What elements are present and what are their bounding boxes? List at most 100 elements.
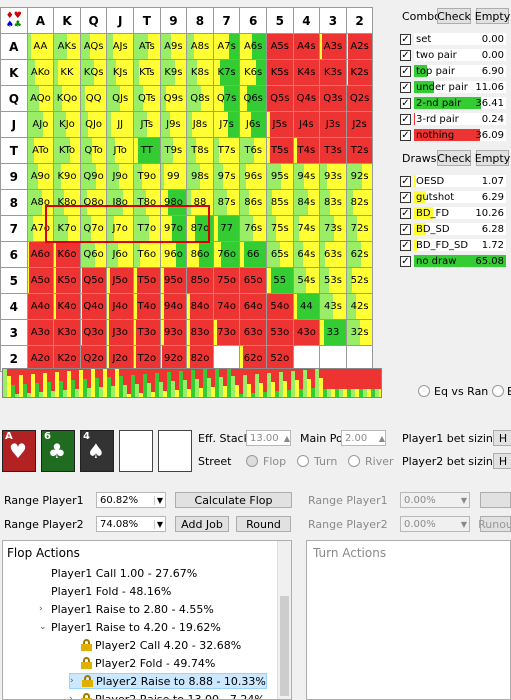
hand-cell[interactable]: J3o [106,319,134,346]
hand-cell[interactable]: Q3o [79,319,108,346]
hand-cell[interactable]: J4s [292,111,321,138]
hand-cell[interactable]: JTs [133,111,161,138]
hand-cell[interactable]: 76s [239,215,267,242]
hand-cell[interactable]: 65o [239,267,267,294]
hand-cell[interactable]: 43s [319,293,347,320]
hand-cell[interactable]: 82s [345,189,374,216]
hand-cell[interactable]: 52s [345,267,374,294]
tree-node[interactable]: › Player2 Raise to 8.88 - 10.33% [69,673,267,689]
p2-bet-sizing-button[interactable]: H [493,453,511,469]
hand-cell[interactable]: 94o [159,293,188,320]
hand-cell[interactable]: J6o [106,241,134,268]
hand-cell[interactable]: QTs [133,85,161,112]
hand-cell[interactable]: J7s [212,111,241,138]
turn-radio[interactable] [297,455,309,467]
tree-node[interactable]: › Player2 Raise to 13.00 - 7.24% [69,691,265,700]
board-card-2[interactable]: 6 ♣ [41,430,75,472]
range-p1-select[interactable]: 60.82% ▼ [96,492,166,508]
expand-arrow-icon[interactable]: ⌄ [39,622,47,632]
hand-cell[interactable]: KTs [133,59,161,86]
draws-row[interactable]: ✓ BD_FD_SD 1.72 [400,238,506,252]
hand-cell[interactable]: T3o [133,319,161,346]
round-button[interactable]: Round [236,516,291,532]
combo-row[interactable]: ✓ set 0.00 [400,32,506,46]
hand-cell[interactable]: 73s [319,215,347,242]
checkbox[interactable]: ✓ [400,97,411,109]
hand-cell[interactable]: A7s [212,33,241,60]
hand-cell[interactable]: 92s [345,163,374,190]
draws-empty-button[interactable]: Empty [474,150,511,166]
hand-cell[interactable]: 64s [292,241,321,268]
hand-cell[interactable]: 66 [239,241,267,268]
combo-row[interactable]: ✓ 2-nd pair 36.41 [400,96,506,110]
hand-cell[interactable]: T3s [319,137,347,164]
hand-cell[interactable]: Q3s [319,85,347,112]
hand-cell[interactable]: QJs [106,85,134,112]
hand-cell[interactable]: 85o [186,267,214,294]
hand-cell[interactable]: J6s [239,111,267,138]
hand-cell[interactable]: 75s [266,215,294,242]
hand-cell[interactable]: TT [133,137,161,164]
hand-cell[interactable]: ATs [133,33,161,60]
hand-cell[interactable]: QQ [79,85,108,112]
hand-cell[interactable]: Q2o [79,345,108,372]
hand-cell[interactable]: J7o [106,215,134,242]
river-radio[interactable] [348,455,360,467]
hand-cell[interactable]: J2s [345,111,374,138]
checkbox[interactable]: ✓ [400,65,411,77]
tree-node[interactable]: Player1 Call 1.00 - 27.67% [39,565,197,581]
expand-arrow-icon[interactable]: › [69,694,73,700]
hand-cell[interactable]: 97s [212,163,241,190]
hand-cell[interactable]: Q8s [186,85,214,112]
hand-cell[interactable]: J9s [159,111,188,138]
combo-row[interactable]: ✓ 3-rd pair 0.24 [400,112,506,126]
hand-cell[interactable]: 53o [266,319,294,346]
hand-cell[interactable]: KJo [53,111,81,138]
hand-cell[interactable]: A5s [266,33,294,60]
hand-cell[interactable]: J3s [319,111,347,138]
hand-cell[interactable]: K7s [212,59,241,86]
hand-cell[interactable]: A3o [26,319,55,346]
combo-row[interactable]: ✓ nothing 36.09 [400,128,506,142]
hand-cell[interactable]: KJs [106,59,134,86]
draws-row[interactable]: ✓ gutshot 6.29 [400,190,506,204]
checkbox[interactable]: ✓ [400,191,411,203]
hand-cell[interactable]: JJ [106,111,134,138]
hand-cell[interactable]: Q5o [79,267,108,294]
hand-cell[interactable]: 63s [319,241,347,268]
eq-vs-range-radio[interactable] [418,385,430,397]
hand-cell[interactable]: 93o [159,319,188,346]
hand-cell[interactable]: J4o [106,293,134,320]
tree-node[interactable]: Player2 Fold - 49.74% [69,655,215,671]
hand-cell[interactable]: J9o [106,163,134,190]
hand-cell[interactable]: K5o [53,267,81,294]
hand-cell[interactable]: 74o [212,293,241,320]
hand-cell[interactable]: Q5s [266,85,294,112]
hand-cell[interactable]: K6o [53,241,81,268]
hand-cell[interactable]: 85s [266,189,294,216]
hand-cell[interactable]: K9s [159,59,188,86]
hand-cell[interactable]: T4o [133,293,161,320]
checkbox[interactable]: ✓ [400,81,411,93]
hand-cell[interactable]: 42s [345,293,374,320]
hand-cell[interactable]: 43o [292,319,321,346]
hand-cell[interactable]: 95o [159,267,188,294]
hand-cell[interactable]: A5o [26,267,55,294]
hand-cell[interactable]: T6o [133,241,161,268]
draws-row[interactable]: ✓ OESD 1.07 [400,174,506,188]
hand-cell[interactable]: 55 [266,267,294,294]
hand-cell[interactable]: 32s [345,319,374,346]
hand-cell[interactable]: A9s [159,33,188,60]
main-pot-input[interactable]: 2.00 ▲ [341,430,386,446]
hand-cell[interactable]: J5o [106,267,134,294]
hand-cell[interactable]: Q2s [345,85,374,112]
hand-cell[interactable]: 86s [239,189,267,216]
draws-row[interactable]: ✓ BD_FD 10.26 [400,206,506,220]
hand-cell[interactable]: K7o [53,215,81,242]
hand-cell[interactable]: K3o [53,319,81,346]
hand-cell[interactable]: A4o [26,293,55,320]
calculate-flop-button[interactable]: Calculate Flop [175,492,292,508]
hand-cell[interactable]: AJo [26,111,55,138]
hand-cell[interactable]: T4s [292,137,321,164]
hand-cell[interactable]: 97o [159,215,188,242]
